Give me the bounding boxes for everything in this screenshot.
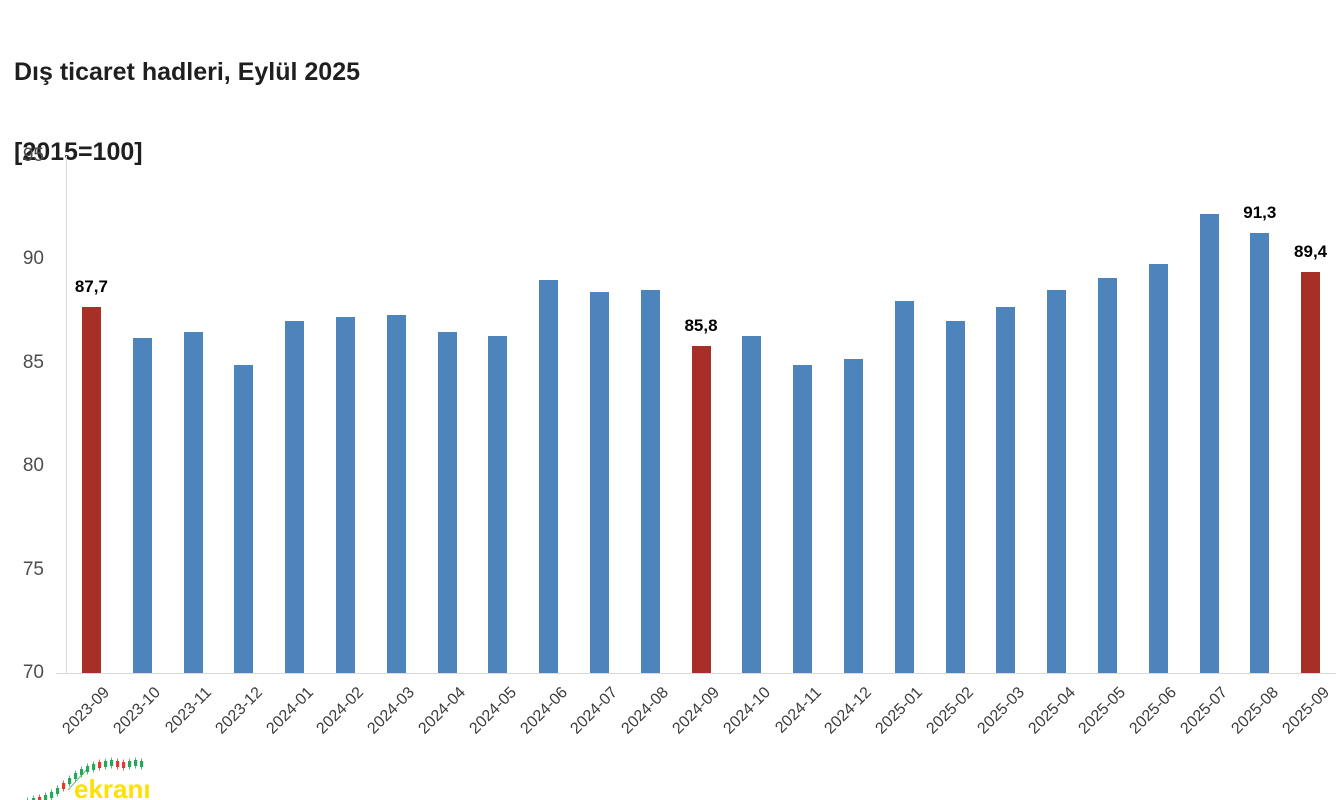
bar-2025-02	[945, 321, 965, 673]
y-axis-tick-label: 75	[22, 558, 44, 580]
y-axis-line	[66, 156, 67, 673]
chart-title-line2: [2015=100]	[14, 138, 143, 166]
bar-2023-10	[132, 337, 152, 673]
bar-2024-02	[335, 317, 355, 673]
bar-2025-07	[1199, 213, 1219, 673]
bar-value-label: 87,7	[74, 276, 108, 296]
bar-2023-11	[183, 331, 203, 673]
bar-2025-04	[1047, 290, 1067, 673]
bar-2024-09	[691, 346, 711, 673]
bar-2024-11	[793, 364, 813, 673]
bar-2025-09	[1301, 271, 1321, 673]
ekrani-watermark: ekranı	[16, 754, 236, 800]
bar-2024-05	[488, 335, 508, 673]
bar-2024-01	[285, 321, 305, 673]
y-axis-tick-label: 70	[22, 662, 44, 683]
watermark-text: ekranı	[74, 774, 151, 800]
bar-value-label: 85,8	[684, 316, 718, 336]
y-axis-tick-label: 95	[22, 145, 44, 166]
y-axis-tick-label: 90	[22, 248, 44, 270]
y-axis-tick-label: 80	[22, 455, 44, 477]
bar-2023-09	[81, 306, 101, 673]
bar-2024-10	[742, 335, 762, 673]
chart-title-line1: Dış ticaret hadleri, Eylül 2025	[14, 58, 360, 86]
bar-2025-06	[1148, 263, 1168, 673]
bar-2024-04	[437, 331, 457, 673]
bar-value-label: 89,4	[1294, 241, 1328, 261]
bar-2023-12	[234, 364, 254, 673]
bar-2024-06	[539, 280, 559, 673]
bar-2025-08	[1250, 232, 1270, 673]
candlestick-logo-icon: ekranı	[27, 757, 151, 800]
bar-2025-03	[996, 306, 1016, 673]
bar-2024-08	[640, 290, 660, 673]
bar-2024-12	[843, 358, 863, 673]
bar-2025-01	[894, 300, 914, 673]
bar-2024-03	[386, 315, 406, 673]
y-axis-tick-label: 85	[22, 351, 44, 373]
bar-value-label: 91,3	[1243, 202, 1277, 222]
bar-2025-05	[1097, 278, 1117, 673]
bar-2024-07	[589, 292, 609, 673]
chart-title: Dış ticaret hadleri, Eylül 2025 [2015=10…	[14, 12, 360, 212]
x-axis-line	[56, 673, 1336, 674]
